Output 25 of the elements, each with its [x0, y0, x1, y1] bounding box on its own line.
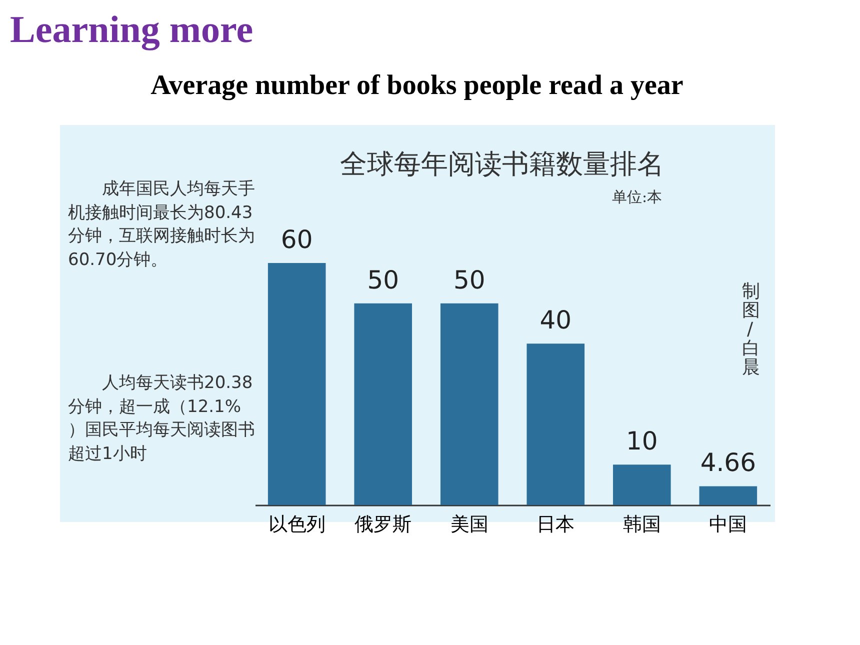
data-label: 50	[453, 265, 486, 294]
bar	[613, 464, 671, 505]
chart-title: Learning more	[10, 8, 254, 52]
x-tick-label: 日本	[536, 514, 575, 536]
bar	[699, 486, 758, 505]
bar	[354, 303, 412, 505]
x-tick-label: 俄罗斯	[354, 514, 412, 536]
data-label: 10	[626, 426, 658, 456]
x-tick-label: 中国	[709, 514, 748, 536]
text: 全球每年阅读书籍数量排名	[340, 148, 664, 182]
data-label: 40	[540, 306, 572, 335]
text: 成年国民人均每天手机接触时间最长为80.43分钟，互联网接触时长为60.70分钟。	[68, 178, 256, 272]
text: 单位:本	[612, 188, 662, 207]
chart-subtitle: Average number of books people read a year	[150, 70, 684, 102]
x-tick-label: 以色列	[268, 514, 326, 536]
text: 人均每天读书20.38分钟，超一成（12.1%）国民平均每天阅读图书超过1小时	[68, 372, 256, 466]
bar	[526, 344, 585, 505]
x-tick-label: 美国	[450, 514, 488, 536]
bar	[268, 263, 326, 505]
data-label: 4.66	[700, 448, 756, 478]
x-tick-label: 韩国	[622, 514, 661, 536]
data-label: 50	[367, 265, 400, 294]
data-label: 60	[280, 225, 313, 254]
bar	[440, 303, 498, 505]
annotation: 制图/白晨	[742, 281, 760, 378]
